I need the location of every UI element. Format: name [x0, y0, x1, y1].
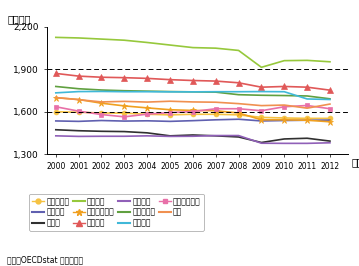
Text: （時間）: （時間） — [8, 14, 31, 24]
Text: （年）: （年） — [351, 157, 359, 167]
Text: 資料：OECDstat から作成。: 資料：OECDstat から作成。 — [7, 256, 83, 265]
Legend: デンマーク, フランス, ドイツ, ギリシャ, アイルランド, イタリア, オランダ, ポルトガル, スペイン, スウェーデン, 英国: デンマーク, フランス, ドイツ, ギリシャ, アイルランド, イタリア, オラ… — [29, 194, 204, 231]
